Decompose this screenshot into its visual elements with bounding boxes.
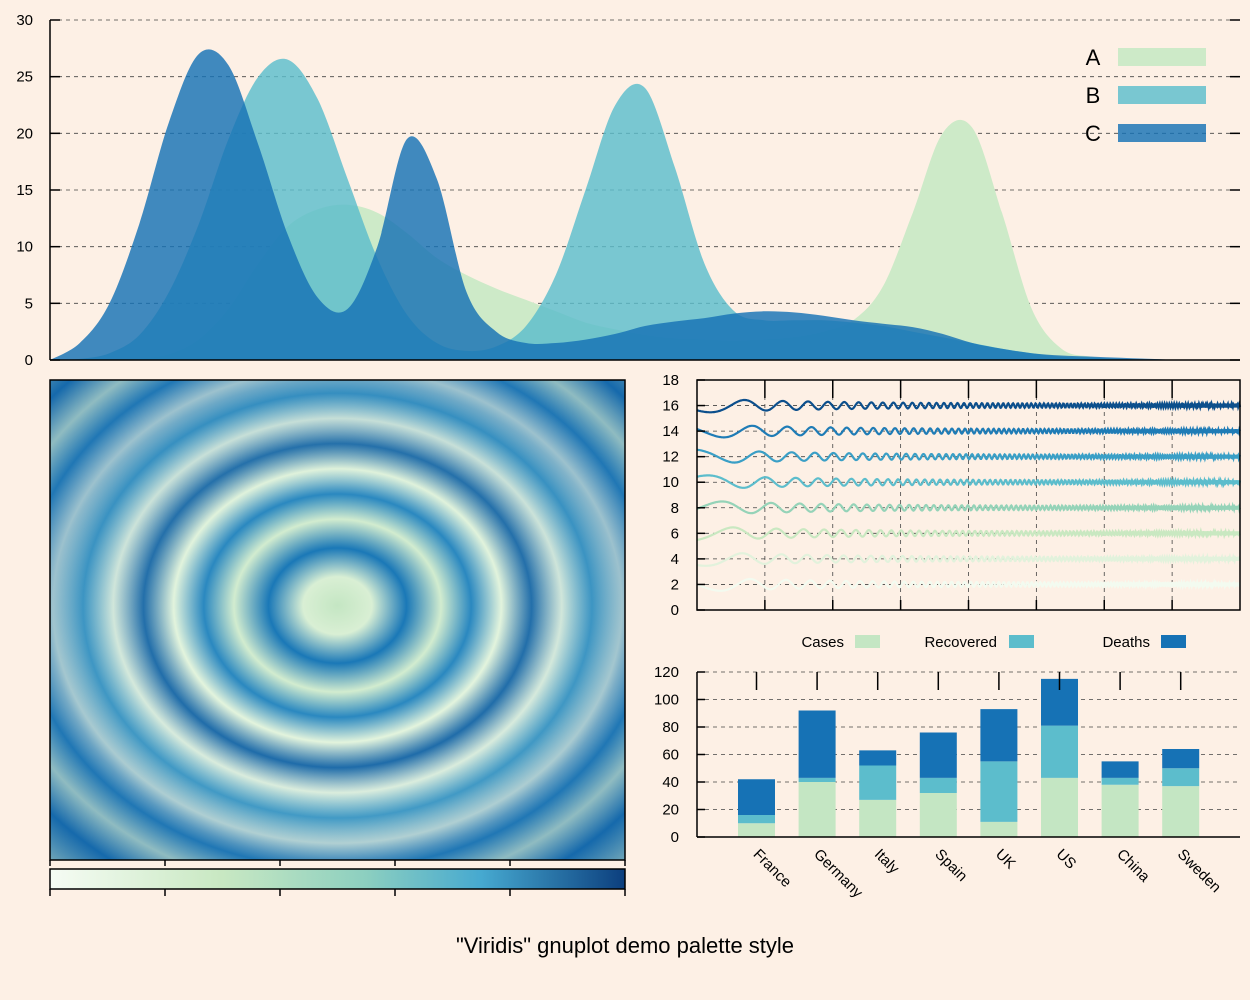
line-y-ticks: 0 2 4 6 8 10 12 14 16 18: [662, 372, 1173, 619]
bar-x-label: UK: [992, 846, 1019, 873]
bar-y-tick-label: 20: [662, 802, 679, 819]
line-y-tick-label: 14: [662, 423, 679, 440]
bar-x-label: Germany: [810, 846, 866, 902]
bar-x-label: Sweden: [1174, 846, 1224, 896]
area-y-ticks: 0 5 10 15 20 25 30: [16, 12, 1240, 369]
bar-y-tick-label: 40: [662, 774, 679, 791]
line-gridlines: [697, 380, 1240, 610]
bar-deaths-sweden: [1162, 749, 1200, 769]
line-y-tick-label: 2: [671, 576, 679, 593]
heatmap-vignette: [50, 380, 625, 860]
bar-cases-france: [738, 823, 775, 837]
line-series-10: [696, 474, 1242, 489]
line-y-tick-label: 18: [662, 372, 679, 389]
bar-recovered-italy: [859, 765, 897, 800]
line-series-group: [696, 398, 1242, 592]
bar-gridlines: [697, 671, 1240, 810]
line-series-6: [696, 526, 1241, 542]
area-y-tick-label: 5: [25, 295, 33, 312]
bar-x-label: China: [1113, 846, 1153, 886]
bar-x-label: France: [750, 846, 795, 891]
bar-y-tick-label: 120: [654, 664, 679, 681]
bar-recovered-germany: [798, 777, 836, 782]
area-series-group: [50, 49, 1240, 361]
line-y-tick-label: 10: [662, 474, 679, 491]
area-legend-swatch: [1118, 124, 1206, 142]
bar-deaths-italy: [859, 750, 897, 766]
bar-recovered-france: [738, 815, 775, 824]
colorbar: [49, 868, 626, 890]
line-y-tick-label: 8: [671, 500, 679, 517]
area-legend-swatch: [1118, 86, 1206, 104]
line-y-tick-label: 4: [671, 551, 679, 568]
line-series-16: [696, 398, 1242, 414]
bar-y-tick-label: 0: [671, 829, 679, 846]
bar-legend-label: Cases: [801, 634, 844, 651]
line-series-4: [696, 552, 1242, 567]
area-y-tick-label: 0: [25, 352, 33, 369]
bar-legend-swatch: [1009, 635, 1034, 648]
bar-recovered-us: [1041, 725, 1078, 778]
area-y-tick-label: 25: [16, 69, 33, 86]
bar-cases-sweden: [1162, 786, 1200, 837]
area-legend-label: C: [1085, 121, 1101, 146]
colorbar-ticks: [49, 860, 626, 896]
bar-deaths-france: [738, 779, 775, 815]
bar-legend: Cases Recovered Deaths: [801, 634, 1186, 651]
bar-recovered-sweden: [1162, 768, 1200, 787]
area-series-B: [50, 58, 1240, 361]
line-series-14: [696, 424, 1242, 439]
bar-cases-uk: [980, 821, 1018, 837]
bar-x-label: US: [1053, 846, 1080, 873]
heatmap-panel: [49, 379, 626, 896]
line-y-tick-label: 12: [662, 449, 679, 466]
bar-recovered-spain: [919, 777, 957, 793]
bar-chart: 0 20 40 60 80 100 120 France Germany Italy Spain U…: [654, 634, 1240, 902]
line-y-tick-label: 16: [662, 398, 679, 415]
area-legend-swatch: [1118, 48, 1206, 66]
area-y-tick-label: 20: [16, 125, 33, 142]
bar-deaths-germany: [798, 710, 836, 778]
bar-recovered-china: [1101, 777, 1139, 785]
bar-legend-label: Recovered: [924, 634, 997, 651]
area-series-C: [50, 49, 1240, 360]
bar-series-group: [738, 678, 1200, 837]
bar-legend-label: Deaths: [1102, 634, 1150, 651]
bar-cases-germany: [798, 782, 836, 837]
figure-caption: "Viridis" gnuplot demo palette style: [455, 933, 795, 958]
line-series-12: [696, 448, 1242, 464]
area-legend-label: A: [1086, 45, 1101, 70]
area-y-tick-label: 10: [16, 239, 33, 256]
bar-deaths-spain: [919, 732, 957, 778]
bar-legend-swatch: [1161, 635, 1186, 648]
bar-deaths-uk: [980, 709, 1018, 762]
area-chart: 0 5 10 15 20 25 30 ABC: [16, 12, 1240, 369]
bar-cases-us: [1041, 777, 1078, 837]
bar-legend-swatch: [855, 635, 880, 648]
line-series-2: [696, 577, 1242, 592]
heatmap-frame: [49, 379, 626, 861]
area-legend-label: B: [1086, 83, 1101, 108]
bar-y-tick-label: 80: [662, 719, 679, 736]
bar-deaths-china: [1101, 761, 1139, 778]
line-chart: 0 2 4 6 8 10 12 14 16 18: [662, 372, 1242, 619]
bar-cases-italy: [859, 799, 897, 837]
bar-x-label: Italy: [871, 846, 903, 878]
line-series-8: [696, 500, 1242, 515]
area-legend: ABC: [1085, 45, 1206, 146]
line-y-tick-label: 0: [671, 602, 679, 619]
bar-y-ticks: 0 20 40 60 80 100 120: [654, 664, 705, 846]
bar-cases-china: [1101, 784, 1139, 837]
area-y-tick-label: 15: [16, 182, 33, 199]
area-y-tick-label: 30: [16, 12, 33, 29]
line-y-tick-label: 6: [671, 525, 679, 542]
bar-y-tick-label: 60: [662, 747, 679, 764]
bar-x-label: Spain: [931, 846, 970, 885]
bar-recovered-uk: [980, 761, 1018, 822]
bar-y-tick-label: 100: [654, 692, 679, 709]
bar-cases-spain: [919, 793, 957, 837]
